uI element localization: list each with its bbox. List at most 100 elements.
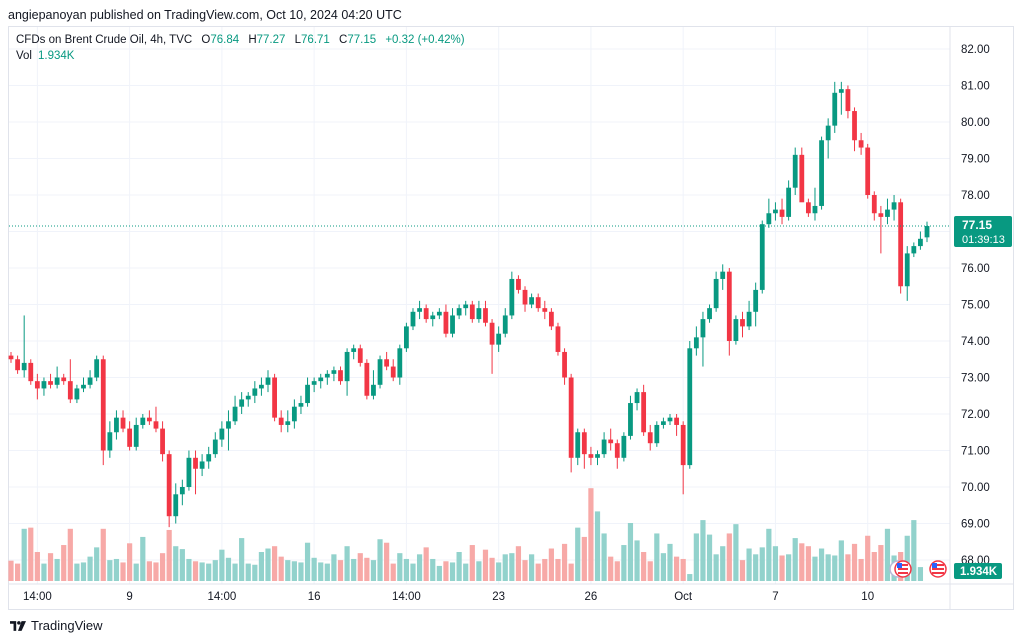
volume-bar <box>568 563 574 581</box>
volume-bar <box>166 529 172 581</box>
candle-body <box>608 439 614 444</box>
candle-body <box>8 355 14 360</box>
footer-brand[interactable]: TradingView <box>10 618 103 633</box>
candle <box>568 373 574 473</box>
candle-body <box>825 125 831 141</box>
event-flag-us-1[interactable] <box>889 560 912 578</box>
candle <box>127 421 133 451</box>
candle-body <box>693 337 699 349</box>
volume-bar <box>529 554 535 581</box>
candle <box>595 450 600 466</box>
candle-body <box>456 308 462 316</box>
candle-body <box>265 377 271 385</box>
candle-body <box>34 381 40 389</box>
candle <box>450 308 455 338</box>
candle <box>667 414 673 425</box>
volume-bar <box>410 563 416 581</box>
volume-bar <box>331 554 337 581</box>
candle-body <box>245 395 251 400</box>
candle-body <box>179 487 185 495</box>
candle-body <box>206 454 212 462</box>
candle <box>601 432 607 458</box>
candle <box>614 439 620 469</box>
candle <box>160 421 165 462</box>
volume-bar <box>739 560 746 581</box>
volume-bar <box>614 561 620 581</box>
candle-body <box>621 435 627 458</box>
candle <box>41 377 47 396</box>
candle <box>548 308 554 331</box>
candle <box>786 180 792 221</box>
candle <box>720 264 726 290</box>
price-tick-label: 80.00 <box>961 117 990 129</box>
price-tick-label: 75.00 <box>961 300 990 312</box>
candle-body <box>463 304 469 309</box>
candle <box>206 446 212 469</box>
volume-bar <box>851 543 858 581</box>
candle <box>417 300 422 320</box>
candle-body <box>568 377 574 458</box>
volume-bar <box>647 561 653 581</box>
candle <box>324 370 330 385</box>
time-tick-label: 16 <box>308 591 321 603</box>
candle <box>674 414 679 436</box>
candle <box>740 311 745 338</box>
candle-body <box>21 362 27 371</box>
volume-bar <box>219 549 225 581</box>
candle <box>463 300 469 316</box>
candle-body <box>535 297 541 309</box>
volume-bar <box>575 527 581 581</box>
candle-body <box>792 154 798 188</box>
candle-body <box>516 278 521 290</box>
time-tick-label: 7 <box>772 591 778 603</box>
volume-bar <box>278 556 284 581</box>
candle <box>146 410 152 425</box>
volume-bar <box>107 560 113 581</box>
published-line: angiepanoyan published on TradingView.co… <box>8 8 402 22</box>
volume-bar <box>239 538 245 581</box>
candle-body <box>173 494 179 517</box>
volume-bar <box>80 562 87 581</box>
volume-bar <box>911 520 917 581</box>
candle-body <box>305 384 310 404</box>
price-tick-label: 70.00 <box>961 482 990 494</box>
event-flag-us-2[interactable] <box>929 560 947 578</box>
volume-label-value: 1.934K <box>960 566 998 578</box>
candle-body <box>766 213 772 225</box>
candle <box>733 315 739 345</box>
candle-body <box>595 454 600 458</box>
candle <box>522 286 528 312</box>
candle-body <box>614 443 620 458</box>
symbol-description[interactable]: CFDs on Brent Crude Oil, 4h, TVC <box>16 34 193 46</box>
volume-bar <box>212 560 218 581</box>
price-axis[interactable]: 82.0081.0080.0079.0078.0077.0076.0075.00… <box>961 44 990 567</box>
volume-bar <box>430 558 436 581</box>
candle <box>753 282 759 327</box>
candle-body <box>918 238 923 247</box>
volume-bar <box>351 558 357 581</box>
volume-bars <box>8 488 924 581</box>
candle-body <box>61 377 67 382</box>
candle-body <box>832 92 838 126</box>
volume-bar <box>120 562 126 581</box>
candle-body <box>226 421 231 429</box>
volume-bar <box>818 548 825 581</box>
volume-bar <box>364 557 370 581</box>
candle-body <box>140 417 146 425</box>
volume-bar <box>416 554 423 581</box>
candle-body <box>127 428 133 447</box>
volume-bar <box>311 557 317 581</box>
time-axis[interactable]: 14:00 9 14:00 16 14:00 23 26 Oct 7 10 <box>23 591 874 603</box>
candle-body <box>707 308 712 320</box>
volume-bar <box>634 540 640 581</box>
volume-bar <box>542 558 548 581</box>
candle-body <box>114 417 119 433</box>
volume-bar <box>515 546 522 581</box>
candle-body <box>239 399 245 407</box>
price-tick-label: 78.00 <box>961 190 990 202</box>
candle-body <box>588 454 594 458</box>
candle-body <box>298 403 304 407</box>
chart-frame[interactable] <box>8 26 1014 610</box>
volume-bar <box>502 554 508 581</box>
